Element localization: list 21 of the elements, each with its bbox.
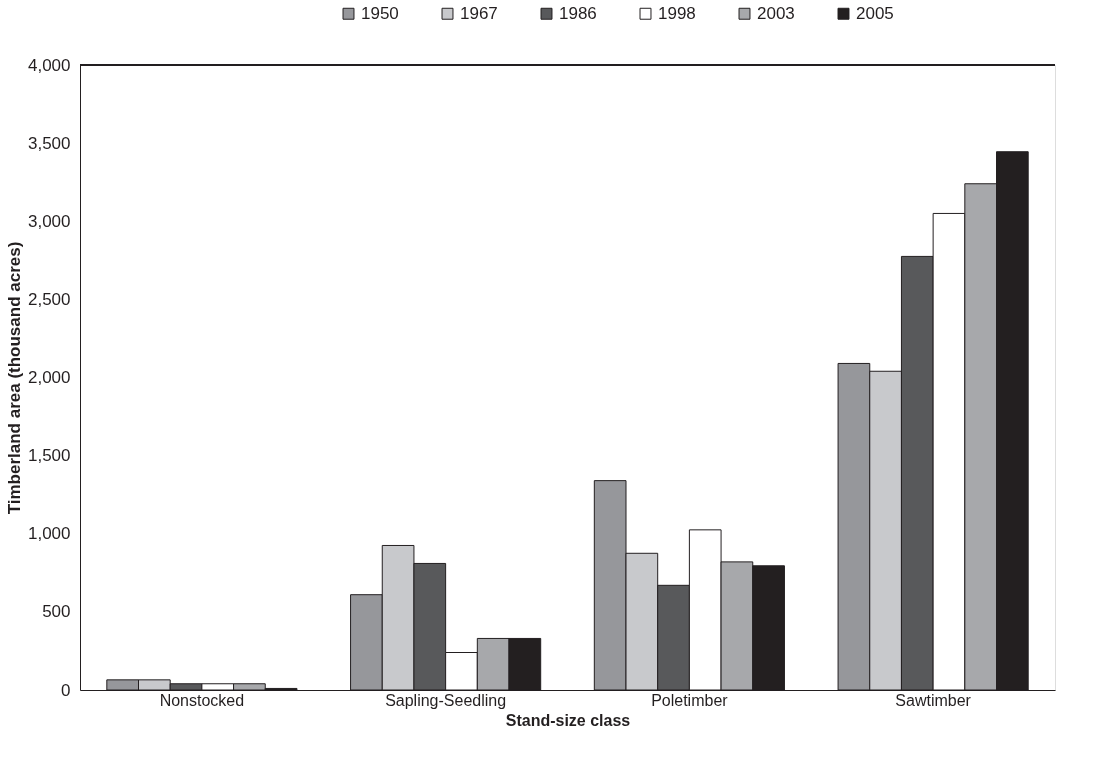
- y-tick-label: 500: [42, 602, 71, 622]
- legend-label: 2005: [856, 3, 894, 23]
- x-tick-label: Sawtimber: [895, 691, 972, 709]
- legend-label: 1986: [559, 3, 597, 23]
- y-tick-label: 1,500: [27, 446, 71, 466]
- y-tick-label: 4,000: [27, 55, 71, 75]
- y-tick-label: 3,000: [27, 211, 71, 231]
- legend-label: 1950: [361, 3, 399, 23]
- y-axis-title: Timberland area (thousand acres): [4, 241, 24, 515]
- legend-label: 2003: [757, 3, 795, 23]
- legend-label: 1998: [658, 3, 696, 23]
- y-tick-label: 2,000: [27, 368, 71, 387]
- y-tick-label: 1,000: [27, 524, 71, 544]
- x-axis-title: Stand-size class: [505, 711, 631, 729]
- x-tick-label: Poletimber: [651, 691, 729, 709]
- y-tick-label: 3,500: [27, 133, 71, 153]
- x-tick-label: Sapling-Seedling: [385, 691, 507, 709]
- x-tick-label: Nonstocked: [159, 691, 245, 709]
- y-tick-label: 2,500: [27, 289, 71, 309]
- y-tick-label: 0: [61, 680, 71, 700]
- legend-label: 1967: [460, 3, 498, 23]
